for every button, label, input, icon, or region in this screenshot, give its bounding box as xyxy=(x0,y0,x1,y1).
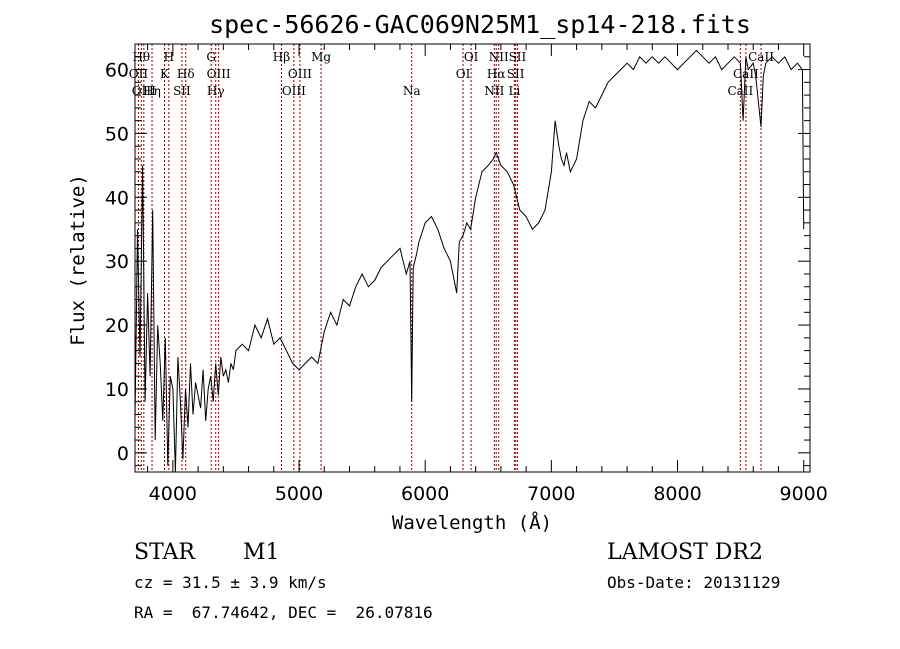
y-axis-label: Flux (relative) xyxy=(67,174,89,346)
spectral-line-label: CaII xyxy=(733,67,759,81)
spectral-line-markers xyxy=(137,44,762,472)
spectral-line-label: H xyxy=(164,50,174,64)
spectral-line-label: CaII xyxy=(727,84,753,98)
object-class: STAR xyxy=(134,540,195,565)
spectral-line-label: Li xyxy=(508,84,520,98)
spectral-line-label: Hη xyxy=(143,84,161,98)
spectral-line-label: Hδ xyxy=(177,67,195,81)
spectral-line-label: CaII xyxy=(748,50,774,64)
spectral-line-label: Hθ xyxy=(132,50,150,64)
y-tick-label: 30 xyxy=(105,251,129,273)
spectral-line-label: OIII xyxy=(132,84,156,98)
y-tick-label: 20 xyxy=(105,315,129,337)
spectral-line-label: K xyxy=(160,67,170,81)
spectral-line-label: Hβ xyxy=(273,50,290,64)
x-tick-label: 9000 xyxy=(780,483,828,505)
y-tick-label: 10 xyxy=(105,379,129,401)
x-tick-label: 4000 xyxy=(149,483,197,505)
spectral-line-label: Na xyxy=(403,84,421,98)
spectrum-series-line xyxy=(134,49,805,473)
x-axis-label: Wavelength (Å) xyxy=(392,511,552,534)
spectral-line-label: NII xyxy=(489,50,509,64)
chart-title: spec-56626-GAC069N25M1_sp14-218.fits xyxy=(209,10,751,39)
spectral-line-label: OI xyxy=(464,50,479,64)
spectral-line-label: Hγ xyxy=(207,84,225,98)
spectral-line-label: SII xyxy=(173,84,191,98)
object-subclass: M1 xyxy=(243,540,280,565)
spectral-line-labels: HθOIIOIIIHηKHSIIHδGHγOIIIHβOIIIOIIIMgNaO… xyxy=(129,50,774,98)
spectral-line-label: SII xyxy=(509,50,527,64)
y-tick-label: 50 xyxy=(105,123,129,145)
y-tick-label: 40 xyxy=(105,187,129,209)
observation-date: Obs-Date: 20131129 xyxy=(607,573,781,592)
spectral-line-label: OII xyxy=(129,67,149,81)
coordinates-readout: RA = 67.74642, DEC = 26.07816 xyxy=(134,603,433,622)
survey-name: LAMOST DR2 xyxy=(607,540,763,565)
spectral-line-label: Hα xyxy=(487,67,506,81)
spectral-line-label: OIII xyxy=(207,67,231,81)
spectral-line-label: OIII xyxy=(282,84,306,98)
spectral-line-label: G xyxy=(206,50,216,64)
spectral-line-label: NII xyxy=(484,84,504,98)
x-tick-label: 8000 xyxy=(653,483,701,505)
spectral-line-label: OI xyxy=(456,67,471,81)
spectral-line-label: OIII xyxy=(288,67,312,81)
spectral-line-label: Mg xyxy=(311,50,331,64)
x-tick-label: 6000 xyxy=(401,483,449,505)
redshift-readout: cz = 31.5 ± 3.9 km/s xyxy=(134,573,327,592)
y-tick-label: 0 xyxy=(117,443,129,465)
y-tick-label: 60 xyxy=(105,60,129,82)
spectral-line-label: SII xyxy=(507,67,525,81)
x-tick-label: 5000 xyxy=(275,483,323,505)
x-tick-label: 7000 xyxy=(527,483,575,505)
plot-frame xyxy=(134,43,811,473)
axis-ticks: 4000 5000 6000 7000 8000 9000 0 10 20 30 40 50 60 xyxy=(105,43,828,505)
